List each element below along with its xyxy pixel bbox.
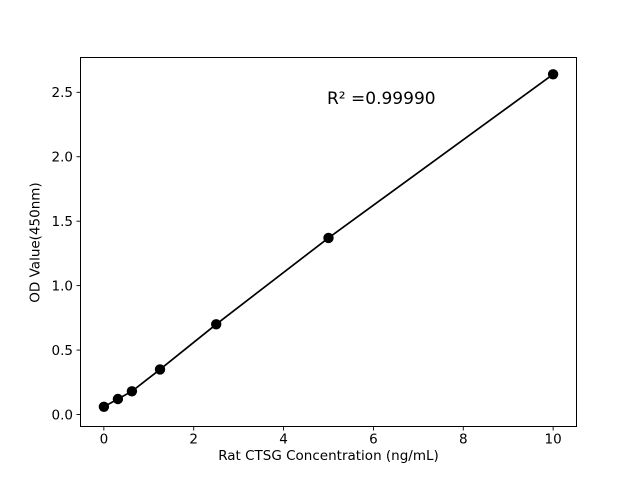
x-axis-label: Rat CTSG Concentration (ng/mL) — [218, 448, 439, 464]
data-point — [98, 401, 110, 412]
data-point — [112, 393, 124, 405]
x-tick-label: 4 — [279, 432, 288, 448]
y-tick-label: 1.0 — [52, 278, 73, 294]
axes-frame — [80, 57, 577, 427]
y-tick-label: 2.0 — [52, 150, 73, 166]
x-tick-label: 8 — [459, 432, 468, 448]
y-tick-label: 0.5 — [52, 343, 73, 359]
data-point — [154, 364, 166, 375]
x-tick-label: 2 — [189, 432, 198, 448]
y-tick-label: 0.0 — [52, 407, 73, 423]
x-tick-label: 6 — [369, 432, 378, 448]
y-tick-label: 2.5 — [52, 85, 73, 101]
y-axis-label: OD Value(450nm) — [27, 182, 44, 303]
x-tick-label: 10 — [545, 432, 562, 448]
data-point — [126, 386, 138, 397]
r-squared-annotation: R² =0.99990 — [327, 89, 436, 109]
data-point — [547, 69, 559, 80]
y-tick-label: 1.5 — [52, 214, 73, 230]
x-tick-label: 0 — [100, 432, 109, 448]
data-point — [211, 319, 222, 330]
data-point — [323, 232, 334, 244]
